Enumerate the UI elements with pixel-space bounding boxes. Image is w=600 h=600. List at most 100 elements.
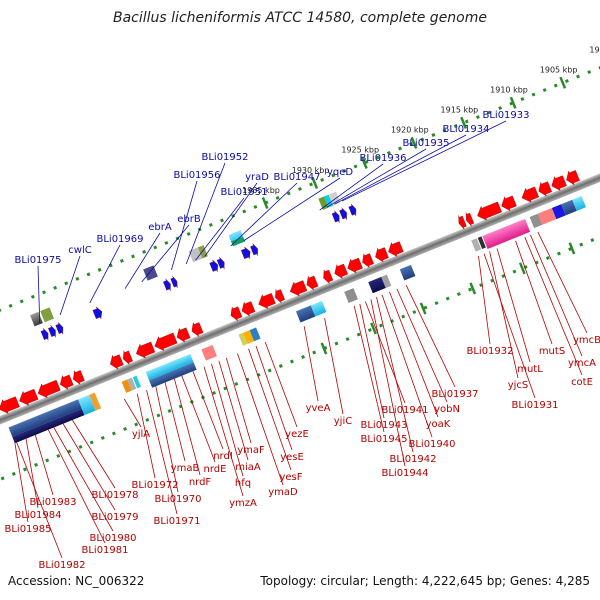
leader-line xyxy=(230,182,298,247)
leader-line xyxy=(181,375,216,463)
forward-gene-arrow xyxy=(40,328,49,341)
leader-line xyxy=(89,244,121,304)
kbp-label: 1920 kbp xyxy=(391,126,429,135)
gene-label: hfq xyxy=(235,478,251,489)
reverse-gene-arrow xyxy=(176,327,191,343)
reverse-gene-arrow xyxy=(347,257,363,274)
gene-label: cwlC xyxy=(68,245,91,256)
gene-label: BLi01937 xyxy=(431,389,478,400)
scale-tick xyxy=(559,76,567,89)
leader-line xyxy=(225,357,252,444)
leader-line xyxy=(155,386,179,493)
forward-feature-boxes xyxy=(30,191,341,327)
scale-tick xyxy=(410,136,418,149)
gene-label: ymzA xyxy=(229,498,257,509)
leader-line xyxy=(389,291,439,418)
gene-label: ymcA xyxy=(568,358,596,369)
leader-line xyxy=(237,353,284,486)
reverse-gene-arrow xyxy=(458,215,467,230)
forward-gene-arrow xyxy=(339,207,347,220)
leader-line xyxy=(396,288,448,403)
forward-gene-arrow xyxy=(170,275,178,289)
scale-tick xyxy=(320,342,328,355)
forward-gene-arrow xyxy=(48,325,56,338)
gene-label: ymaF xyxy=(237,445,265,456)
gene-label: nrdE xyxy=(204,464,227,475)
reverse-gene-arrow xyxy=(323,269,334,284)
gene-label: BLi01984 xyxy=(14,510,61,521)
reverse-gene-arrow xyxy=(477,201,502,221)
major-ticks xyxy=(261,76,576,355)
leader-line xyxy=(164,382,186,462)
reverse-gene-arrow xyxy=(388,241,404,257)
kbp-label: 1905 kbp xyxy=(540,66,578,75)
leader-line xyxy=(16,442,63,559)
leader-line xyxy=(53,427,114,532)
scale-tick xyxy=(568,242,576,255)
gene-label: BLi01943 xyxy=(360,420,407,431)
kbp-label: 1900 kbp xyxy=(589,46,600,55)
leader-line xyxy=(211,363,244,477)
leader-line xyxy=(195,197,245,261)
leader-line xyxy=(405,284,456,388)
reverse-gene-arrow xyxy=(289,280,308,297)
gene-label: BLi01947 xyxy=(273,172,320,183)
scale-tick xyxy=(311,176,319,189)
leader-line xyxy=(204,182,258,257)
gene-label: BLi01980 xyxy=(89,533,136,544)
genome-backbone xyxy=(0,85,600,513)
reverse-gene-arrow xyxy=(375,247,389,263)
leader-line xyxy=(14,443,29,523)
leader-line xyxy=(192,371,224,450)
gene-label: BLi01979 xyxy=(91,512,138,523)
leader-line xyxy=(146,389,178,515)
leader-line xyxy=(478,255,491,345)
reverse-gene-arrow xyxy=(566,170,580,186)
reverse-gene-arrow xyxy=(501,195,517,212)
leader-line xyxy=(59,255,81,316)
gene-label: BLi01970 xyxy=(154,494,201,505)
gene-label: ebrB xyxy=(177,214,201,225)
gene-label: BLi01985 xyxy=(4,524,51,535)
gene-label: yjcS xyxy=(508,380,529,391)
reverse-gene-arrow xyxy=(275,289,285,304)
scale-tick xyxy=(360,156,368,169)
gene-label: BLi01956 xyxy=(173,170,220,181)
reverse-feature-boxes xyxy=(8,195,587,444)
gene-label: ymaB xyxy=(171,463,200,474)
leader-line xyxy=(248,348,292,471)
forward-gene-arrow xyxy=(209,259,218,272)
leader-line xyxy=(537,231,588,334)
leader-line xyxy=(218,360,249,461)
leader-line xyxy=(124,232,161,289)
forward-gene-arrow xyxy=(92,306,103,320)
reverse-strand-arrows xyxy=(0,170,580,414)
reverse-gene-arrow xyxy=(362,253,374,269)
leader-line xyxy=(136,393,156,479)
leader-line xyxy=(496,248,531,363)
gene-label: BLi01975 xyxy=(14,255,61,266)
leader-line xyxy=(483,253,536,399)
leader-line xyxy=(171,180,198,271)
gene-label: BLi01941 xyxy=(381,405,428,416)
gene-label: BLi01931 xyxy=(511,400,558,411)
leader-line xyxy=(530,234,583,357)
reverse-gene-arrow xyxy=(73,370,85,385)
gene-label: yjlA xyxy=(132,429,150,440)
reverse-gene-arrow xyxy=(37,379,61,399)
leader-line xyxy=(524,237,583,376)
gene-label: BLi01969 xyxy=(96,234,143,245)
gene-label: BLi01936 xyxy=(359,153,406,164)
reverse-gene-arrow xyxy=(334,263,349,279)
gene-label-leaders xyxy=(14,120,588,559)
gene-label: BLi01983 xyxy=(29,497,76,508)
leader-line xyxy=(255,345,293,451)
gene-label: BLi01944 xyxy=(381,468,428,479)
reverse-gene-arrow xyxy=(0,396,20,414)
leader-line xyxy=(489,251,519,379)
forward-gene-arrow xyxy=(250,243,258,256)
map-body: 1885 kbp1890 kbp1895 kbp1900 kbp1905 kbp… xyxy=(0,0,600,562)
leader-line xyxy=(47,429,106,544)
gene-label: miaA xyxy=(235,462,261,473)
scale-tick xyxy=(509,96,517,109)
